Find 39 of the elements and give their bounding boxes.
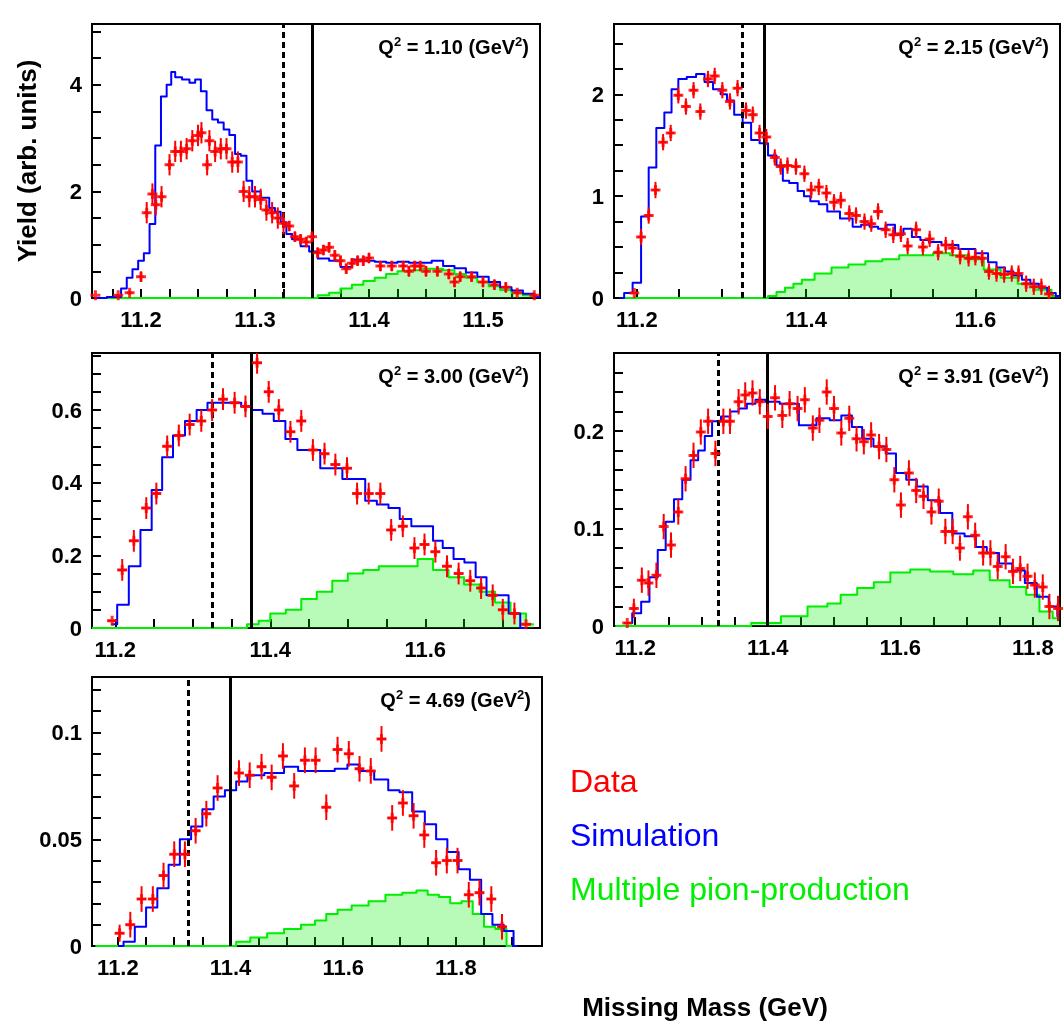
x-tick-label: 11.2 bbox=[97, 954, 139, 980]
x-tick-label: 11.6 bbox=[879, 634, 922, 660]
y-tick-label: 0 bbox=[591, 613, 604, 639]
text: Data bbox=[570, 763, 638, 800]
x-tick-label: 11.2 bbox=[120, 306, 162, 332]
x-tick-label: 11.5 bbox=[462, 306, 504, 332]
x-tick-label: 11.3 bbox=[234, 306, 276, 332]
x-tick-label: 11.4 bbox=[348, 306, 391, 332]
x-tick-label: 11.4 bbox=[785, 306, 828, 332]
y-tick-label: 0 bbox=[69, 285, 82, 311]
y-tick-label: 0.4 bbox=[51, 470, 83, 496]
x-tick-label: 11.4 bbox=[209, 954, 253, 980]
x-tick-label: 11.8 bbox=[435, 954, 477, 980]
y-axis-title: Yield (arb. units) bbox=[12, 59, 42, 263]
y-tick-label: 1 bbox=[591, 183, 604, 209]
text: Multiple pion-production bbox=[570, 871, 910, 908]
x-tick-label: 11.2 bbox=[614, 634, 657, 660]
x-tick-label: 11.6 bbox=[404, 636, 447, 662]
x-tick-label: 11.8 bbox=[1012, 634, 1054, 660]
x-tick-label: 11.6 bbox=[954, 306, 997, 332]
y-tick-label: 0.6 bbox=[51, 397, 82, 423]
y-tick-label: 4 bbox=[69, 72, 83, 98]
x-axis-title: Missing Mass (GeV) bbox=[582, 992, 828, 1022]
y-tick-label: 0 bbox=[591, 285, 604, 311]
text: Simulation bbox=[570, 817, 720, 854]
y-tick-label: 0.2 bbox=[51, 542, 82, 568]
y-tick-label: 0.05 bbox=[39, 826, 82, 852]
x-tick-label: 11.2 bbox=[94, 636, 137, 662]
y-tick-label: 0.2 bbox=[573, 418, 604, 444]
y-tick-label: 2 bbox=[69, 178, 82, 204]
y-tick-label: 0.1 bbox=[573, 516, 604, 541]
x-tick-label: 11.4 bbox=[746, 634, 790, 660]
y-tick-label: 0 bbox=[69, 615, 82, 641]
x-tick-label: 11.6 bbox=[322, 954, 364, 980]
y-tick-label: 2 bbox=[591, 81, 604, 107]
y-tick-label: 0.1 bbox=[51, 720, 82, 746]
x-tick-label: 11.4 bbox=[249, 636, 292, 662]
y-tick-label: 0 bbox=[69, 933, 82, 959]
x-tick-label: 11.2 bbox=[616, 306, 658, 332]
